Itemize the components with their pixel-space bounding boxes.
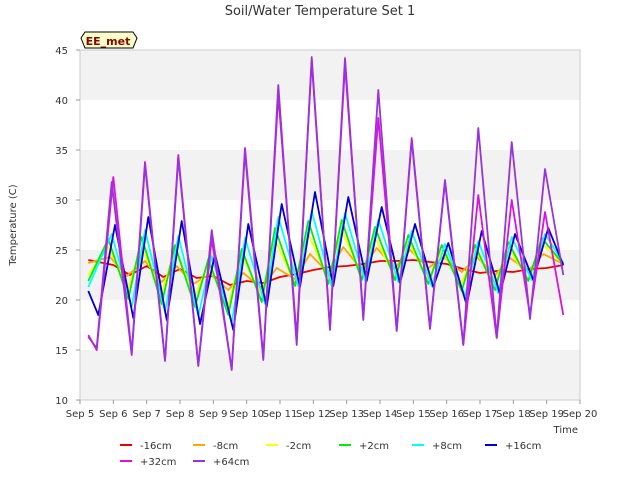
- grid-band: [80, 50, 580, 100]
- x-tick-label: Sep 12: [296, 409, 331, 420]
- plot-area-frame: [79, 49, 581, 401]
- grid-bands: [80, 50, 580, 400]
- grid-band: [80, 200, 580, 250]
- legend-label: -8cm: [213, 441, 238, 452]
- chart-title: Soil/Water Temperature Set 1: [225, 4, 416, 19]
- x-tick-label: Sep 9: [199, 409, 227, 420]
- x-tick-label: Sep 18: [496, 409, 531, 420]
- y-tick-label: 20: [55, 296, 68, 307]
- x-tick-label: Sep 10: [229, 409, 264, 420]
- legend-item--2cm: -2cm: [266, 441, 311, 452]
- series-line-+64cm: [87, 56, 565, 371]
- legend-item--8cm: -8cm: [193, 441, 238, 452]
- x-tick-label: Sep 15: [396, 409, 431, 420]
- badge: EE_met: [80, 31, 138, 49]
- legend-label: +2cm: [359, 441, 389, 452]
- x-tick-label: Sep 11: [263, 409, 298, 420]
- legend: -16cm -8cm -2cm +2cm +8cm +16cm +32cm +64cm: [120, 441, 541, 468]
- y-axis-label: Temperature (C): [8, 184, 19, 266]
- x-tick-label: Sep 5: [66, 409, 94, 420]
- legend-label: -16cm: [140, 441, 172, 452]
- legend-label: +8cm: [432, 441, 462, 452]
- x-tick-label: Sep 17: [463, 409, 498, 420]
- legend-item--16cm: -16cm: [120, 441, 172, 452]
- legend-label: +16cm: [505, 441, 541, 452]
- legend-item-+16cm: +16cm: [485, 441, 541, 452]
- x-tick-label: Sep 16: [429, 409, 464, 420]
- y-tick-label: 15: [55, 346, 68, 357]
- legend-item-+64cm: +64cm: [193, 457, 249, 468]
- y-tick-label: 25: [55, 246, 68, 257]
- x-tick-label: Sep 8: [166, 409, 194, 420]
- x-axis-label: Time: [553, 425, 578, 436]
- badge-box: [80, 31, 138, 49]
- x-tick-label: Sep 19: [529, 409, 564, 420]
- series-lines: [87, 56, 565, 371]
- legend-item-+2cm: +2cm: [339, 441, 389, 452]
- y-tick-label: 45: [55, 46, 68, 57]
- legend-label: +32cm: [140, 457, 176, 468]
- legend-label: -2cm: [286, 441, 311, 452]
- y-tick-label: 35: [55, 146, 68, 157]
- legend-item-+8cm: +8cm: [412, 441, 462, 452]
- x-tick-label: Sep 13: [329, 409, 364, 420]
- x-tick-label: Sep 14: [363, 409, 398, 420]
- x-tick-label: Sep 20: [563, 409, 598, 420]
- x-tick-label: Sep 7: [132, 409, 160, 420]
- grid-band: [80, 150, 580, 200]
- x-tick-label: Sep 6: [99, 409, 127, 420]
- y-tick-label: 30: [55, 196, 68, 207]
- y-tick-label: 10: [55, 396, 68, 407]
- y-tick-label: 40: [55, 96, 68, 107]
- badge-label: EE_met: [86, 35, 131, 48]
- grid-band: [80, 100, 580, 150]
- legend-item-+32cm: +32cm: [120, 457, 176, 468]
- legend-label: +64cm: [213, 457, 249, 468]
- y-axis: 10 15 20 25 30 35 40 45: [55, 46, 80, 407]
- grid-band: [80, 350, 580, 400]
